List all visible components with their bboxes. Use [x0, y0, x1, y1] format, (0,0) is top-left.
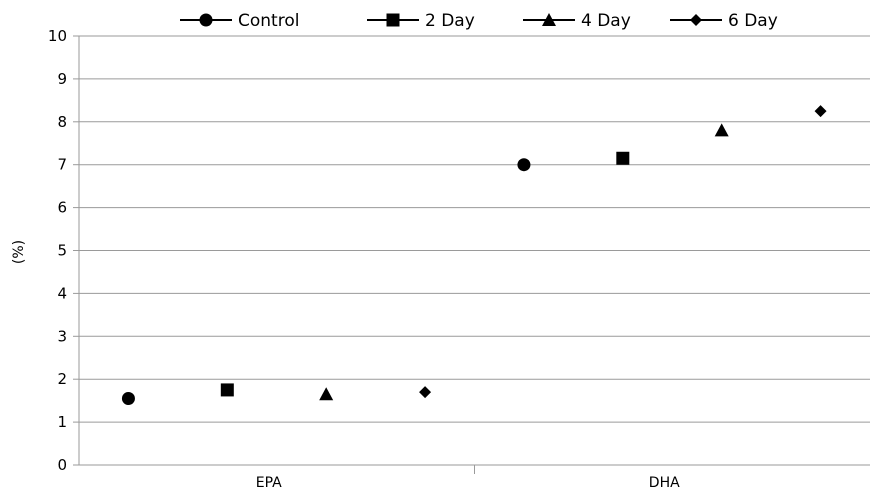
point-6-day-dha	[814, 105, 827, 118]
y-tick-label-1: 1	[57, 413, 67, 431]
legend-label-control: Control	[238, 11, 299, 31]
y-axis-label: (%)	[11, 240, 27, 264]
y-tick-label-10: 10	[48, 27, 67, 45]
y-tick-label-0: 0	[57, 456, 67, 474]
legend: Control 2 Day 4 Day 6 Day	[180, 11, 778, 31]
point-control-epa	[121, 392, 135, 406]
axes	[78, 36, 870, 474]
y-tick-label-6: 6	[57, 199, 67, 217]
legend-label-6-day: 6 Day	[728, 11, 778, 31]
y-tick-label-8: 8	[57, 113, 67, 131]
data-points	[121, 105, 827, 406]
category-labels: EPA DHA	[256, 475, 680, 491]
point-control-dha	[517, 158, 531, 172]
y-tick-label-7: 7	[57, 156, 67, 174]
category-label-dha: DHA	[649, 475, 680, 491]
y-tick-label-3: 3	[57, 327, 67, 345]
point-6-day-epa	[419, 386, 432, 399]
legend-marker-4-day	[542, 13, 556, 26]
legend-label-4-day: 4 Day	[581, 11, 631, 31]
point-4-day-epa	[319, 387, 334, 401]
y-tick-labels: 0 1 2 3 4 5 6 7 8 9 10	[48, 27, 67, 474]
gridlines	[73, 35, 870, 466]
point-4-day-dha	[714, 123, 729, 137]
y-tick-label-5: 5	[57, 242, 67, 260]
legend-marker-6-day	[690, 14, 702, 26]
y-tick-label-2: 2	[57, 370, 67, 388]
legend-marker-control	[199, 13, 213, 27]
category-label-epa: EPA	[256, 475, 282, 491]
y-tick-label-4: 4	[57, 284, 67, 302]
y-tick-label-9: 9	[57, 70, 67, 88]
point-2-day-dha	[616, 151, 630, 165]
legend-label-2-day: 2 Day	[425, 11, 475, 31]
legend-marker-2-day	[386, 13, 400, 27]
point-2-day-epa	[220, 383, 234, 397]
